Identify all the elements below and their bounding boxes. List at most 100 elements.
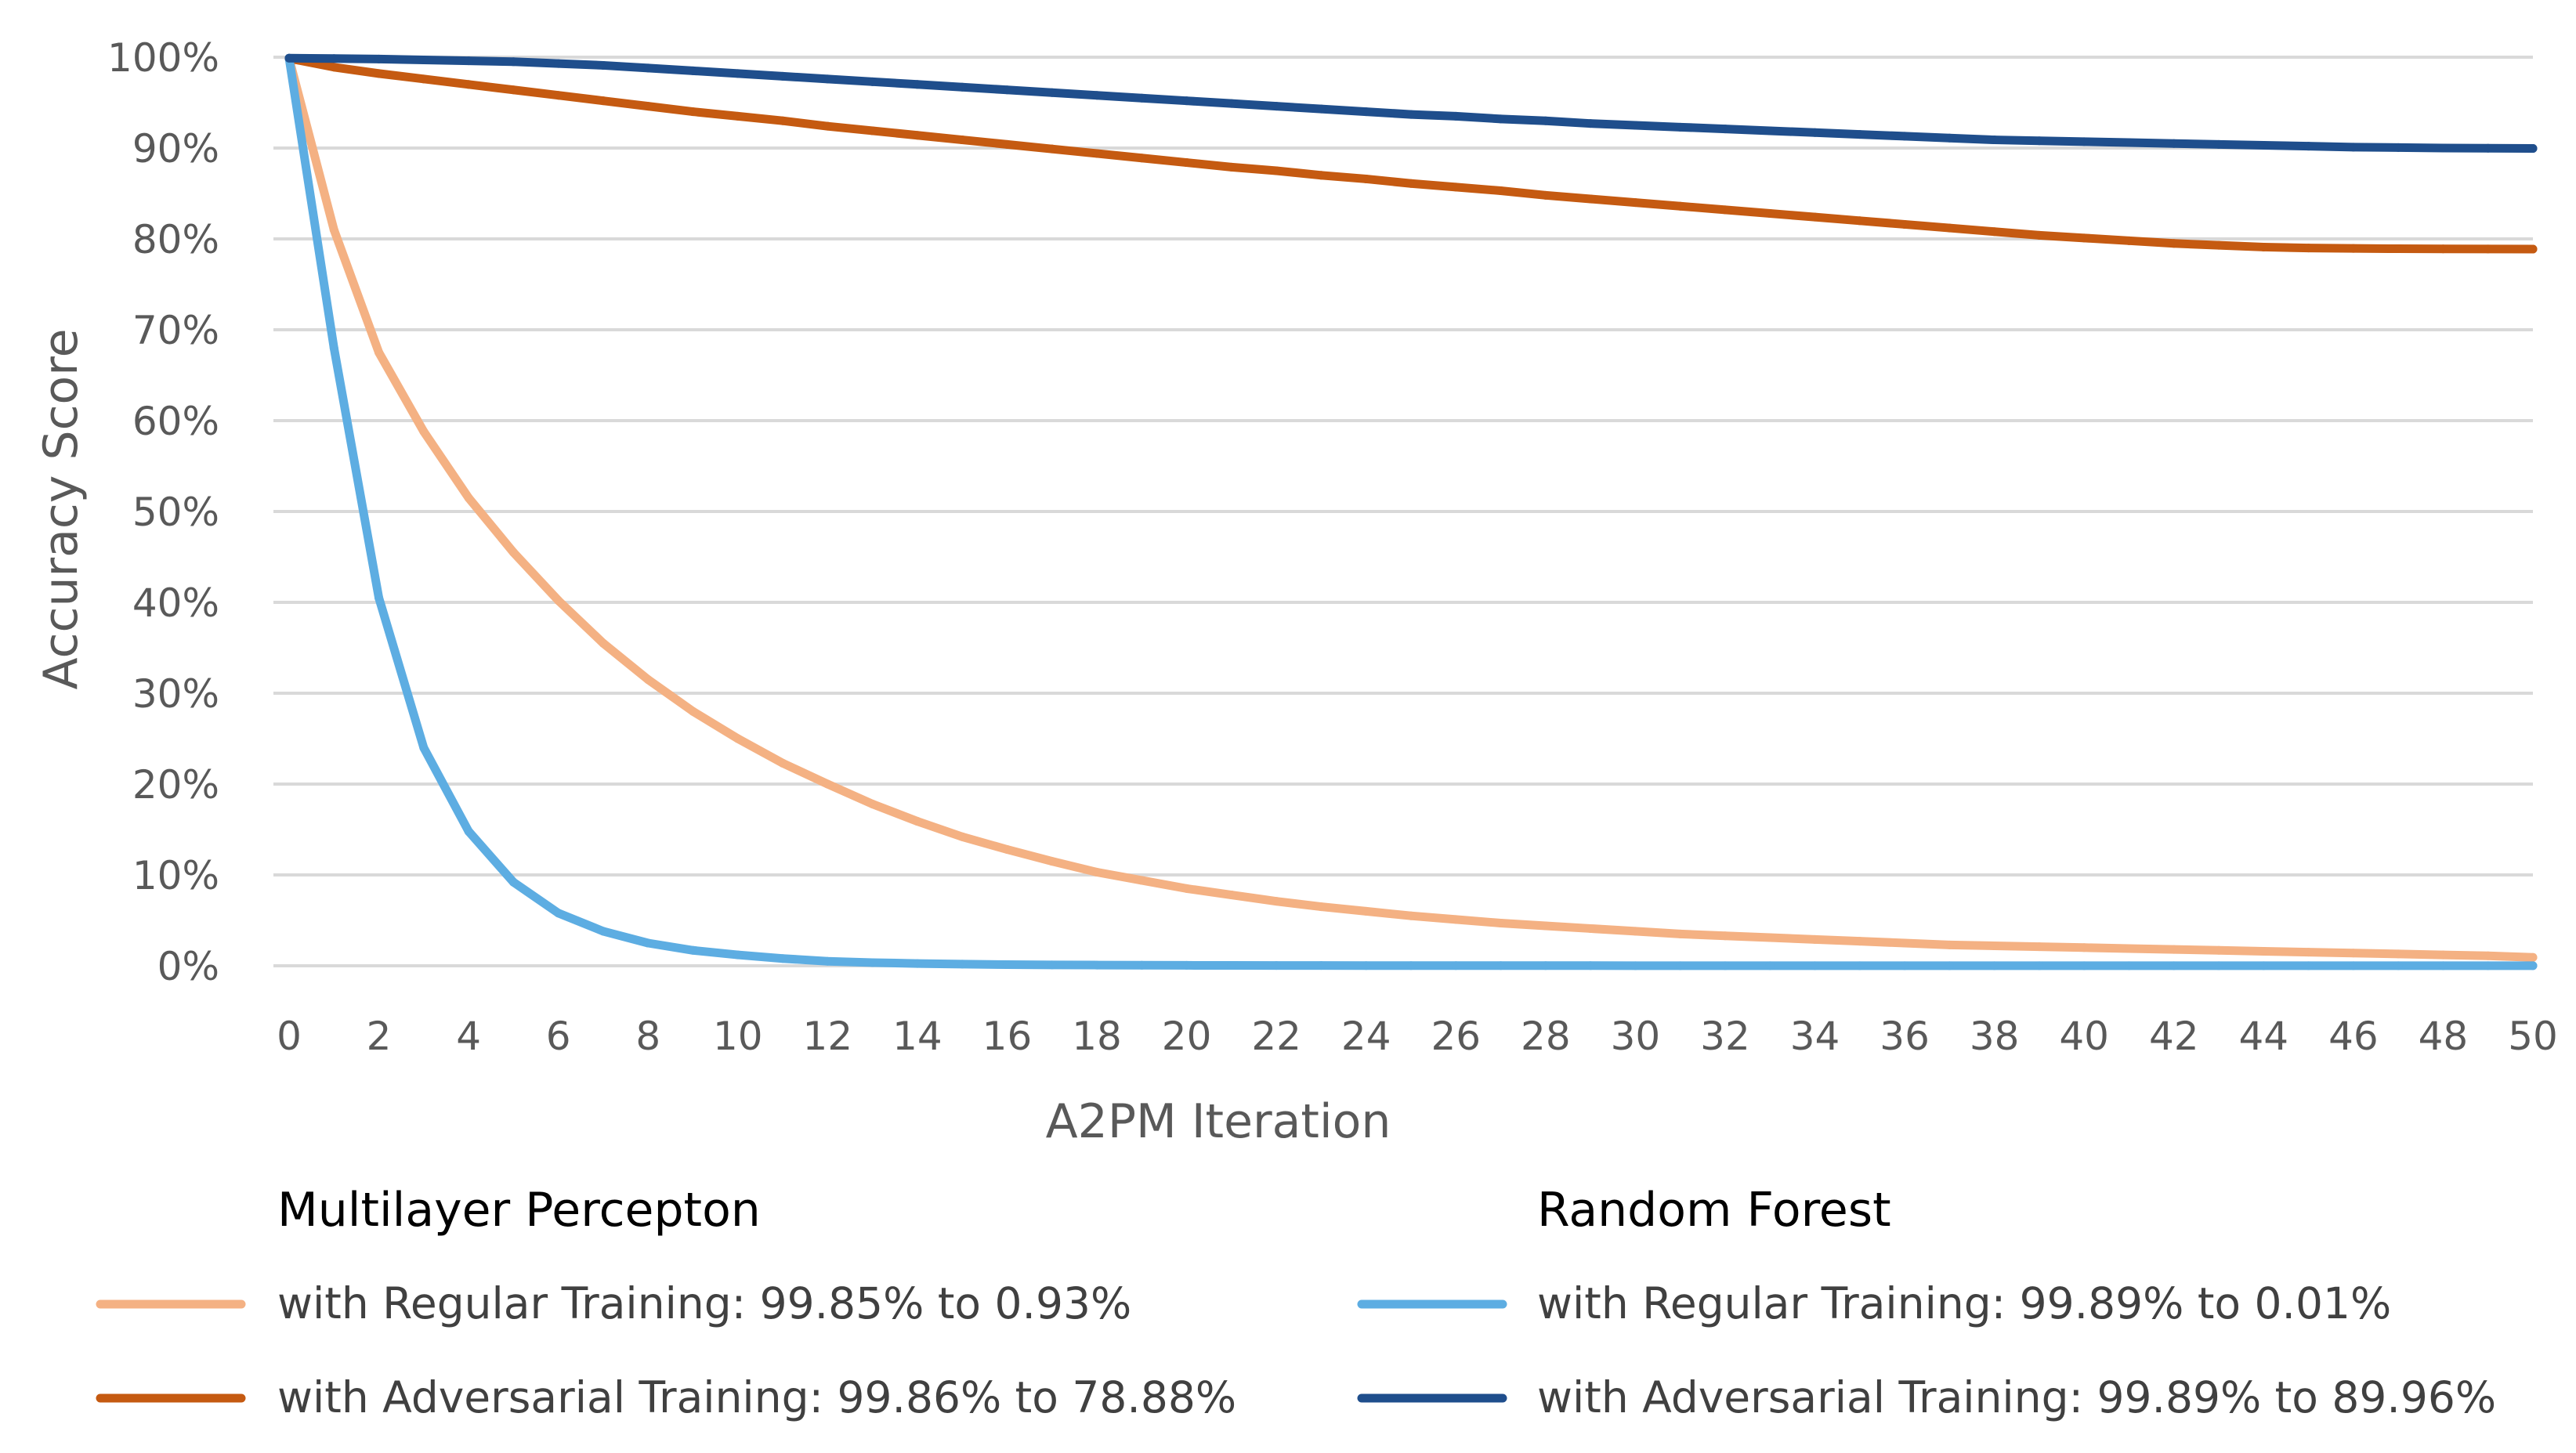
data-point [1227,99,1236,108]
data-point [1586,923,1595,933]
data-point [2438,950,2448,960]
data-point [1092,960,1102,970]
data-point [1990,227,1999,237]
legend-group-0: Multilayer Percepton with Regular Trainin… [96,1183,1236,1422]
data-point [1002,960,1011,969]
data-point [1855,937,1865,946]
data-point [1406,961,1416,970]
y-tick-label: 0% [157,944,219,989]
data-point [957,136,967,145]
data-point [419,55,429,64]
data-point [1272,961,1281,970]
data-point [1541,116,1550,125]
data-point [1676,961,1685,970]
data-point [1272,166,1281,175]
data-point [913,817,922,826]
x-tick-label: 8 [635,1014,660,1059]
data-point [2259,961,2268,970]
data-point [374,593,384,602]
data-point [1900,132,1909,141]
data-point [1811,934,1820,944]
x-tick-label: 12 [803,1014,853,1059]
x-tick-label: 10 [713,1014,763,1059]
y-axis-ticks: 0% 10% 20% 30% 40% 50% 60% 70% 80% 90% 100% [107,35,219,989]
data-point [2214,240,2223,250]
data-point [1541,190,1550,200]
data-point [1676,122,1685,132]
data-point [2035,942,2044,952]
data-point [1182,96,1192,106]
data-point [2035,230,2044,240]
data-point [1002,139,1011,149]
data-point [1496,918,1506,927]
data-point [2528,952,2538,962]
data-point [1362,174,1371,183]
data-point [1990,961,1999,970]
data-point [374,54,384,63]
data-point [1182,960,1192,970]
data-point [1855,130,1865,139]
x-tick-label: 32 [1700,1014,1750,1059]
x-tick-label: 6 [546,1014,571,1059]
y-tick-label: 30% [132,671,219,717]
data-point [1137,154,1146,163]
data-point [1451,961,1460,970]
data-point [599,927,608,936]
data-point [1765,209,1775,219]
legend-group-1: Random Forest with Regular Training: 99.8… [1357,1183,2496,1422]
series-3 [284,53,2538,153]
data-point [823,956,832,966]
data-point [643,938,653,948]
data-point [1900,961,1909,970]
x-tick-label: 18 [1072,1014,1122,1059]
data-point [2214,961,2223,970]
y-tick-label: 10% [132,853,219,898]
data-point [1182,884,1192,893]
x-tick-label: 42 [2149,1014,2199,1059]
data-point [2304,948,2314,957]
gridlines [273,56,2533,967]
data-point [329,63,338,72]
series-0 [284,54,2538,962]
data-point [733,69,743,78]
data-point [1047,144,1057,154]
data-point [1945,961,1954,970]
data-point [2304,142,2314,151]
data-point [778,954,787,963]
data-point [2169,139,2179,148]
data-point [913,80,922,89]
data-point [1676,201,1685,211]
y-tick-label: 50% [132,490,219,535]
data-point [1855,216,1865,226]
x-tick-label: 28 [1521,1014,1571,1059]
x-tick-label: 48 [2419,1014,2469,1059]
data-point [1811,212,1820,222]
x-tick-label: 0 [277,1014,302,1059]
x-tick-label: 2 [367,1014,392,1059]
data-point [1541,961,1550,970]
x-tick-label: 36 [1880,1014,1930,1059]
data-point [1092,868,1102,877]
data-point [1316,961,1326,970]
legend-group-title: Random Forest [1537,1183,1891,1238]
x-tick-label: 4 [456,1014,481,1059]
data-point [1137,93,1146,103]
data-point [778,758,787,768]
data-point [2079,961,2089,970]
legend: Multilayer Percepton with Regular Trainin… [96,1183,2496,1422]
data-point [2169,239,2179,248]
data-point [1765,126,1775,136]
data-point [2124,236,2133,245]
data-point [508,57,518,67]
data-point [1047,960,1057,970]
data-point [599,60,608,70]
data-point [2169,961,2179,970]
data-point [1676,929,1685,938]
data-point [1137,876,1146,885]
data-point [689,66,698,75]
data-point [2124,944,2133,953]
data-point [1451,111,1460,121]
data-point [1227,162,1236,172]
data-point [2528,961,2538,970]
data-point [1720,961,1730,970]
